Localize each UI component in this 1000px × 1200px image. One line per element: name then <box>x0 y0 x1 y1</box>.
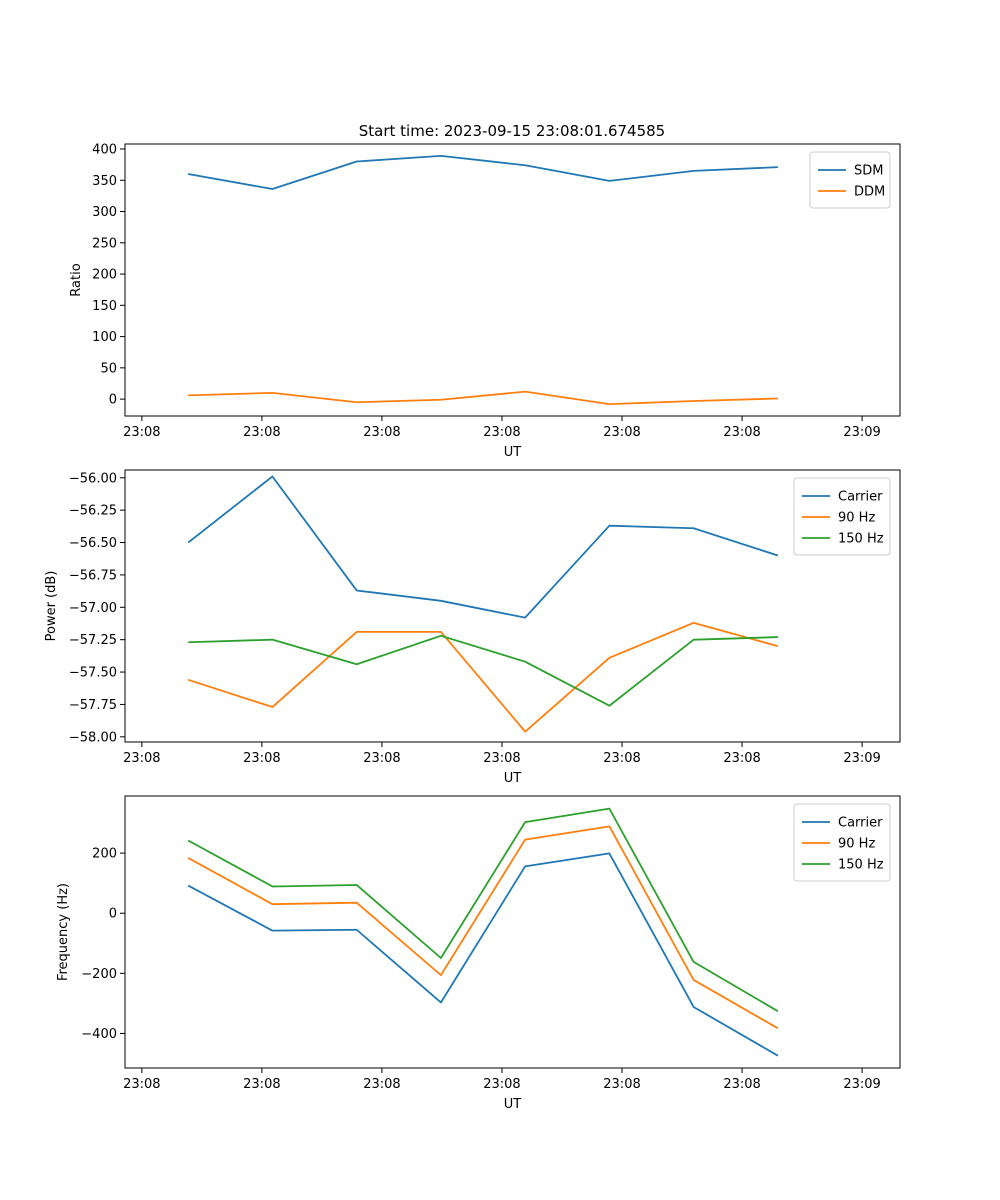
x-tick-label: 23:08 <box>483 425 520 440</box>
x-tick-label: 23:09 <box>843 751 880 766</box>
y-axis-label: Power (dB) <box>44 571 59 642</box>
legend-label: Carrier <box>838 490 883 505</box>
frequency-panel: 23:08 23:08 23:08 23:08 23:08 23:08 23:09 −400 −… <box>56 795 901 1112</box>
x-tick-label: 23:08 <box>723 1077 760 1092</box>
x-axis-label: UT <box>504 1097 522 1112</box>
legend-label: 90 Hz <box>838 837 875 852</box>
y-tick-label: −56.25 <box>69 504 117 519</box>
series-line-ddm <box>188 390 778 406</box>
x-tick-label: 23:08 <box>243 751 280 766</box>
x-tick-label: 23:08 <box>603 425 640 440</box>
ratio-panel: 23:08 23:08 23:08 23:08 23:08 23:08 23:09 0 50 10… <box>69 143 901 460</box>
y-tick-label: −57.75 <box>69 698 117 713</box>
legend-label: 150 Hz <box>838 532 884 547</box>
x-tick-label: 23:08 <box>363 1077 400 1092</box>
series-line-90-hz <box>187 621 779 733</box>
y-tick-label: −56.00 <box>69 471 117 486</box>
legend-label: 90 Hz <box>838 511 875 526</box>
legend-box <box>793 803 891 882</box>
y-tick-label: −400 <box>81 1027 117 1042</box>
y-tick-label: −57.00 <box>69 601 117 616</box>
x-tick-label: 23:08 <box>123 751 160 766</box>
y-tick-label: 150 <box>92 299 117 314</box>
y-tick-label: −57.25 <box>69 633 117 648</box>
series-line-150-hz <box>187 807 779 1012</box>
legend-label: Carrier <box>838 816 883 831</box>
x-tick-label: 23:08 <box>603 1077 640 1092</box>
y-tick-label: −57.50 <box>69 666 117 681</box>
y-tick-label: −200 <box>81 967 117 982</box>
y-axis-label: Ratio <box>69 263 84 296</box>
axes-frame <box>124 469 901 743</box>
y-tick-label: 50 <box>100 361 117 376</box>
y-tick-label: 0 <box>109 393 117 408</box>
y-tick-label: −58.00 <box>69 730 117 745</box>
y-tick-label: 300 <box>92 205 117 220</box>
x-axis-label: UT <box>504 771 522 786</box>
y-tick-label: 250 <box>92 236 117 251</box>
y-tick-label: 0 <box>109 907 117 922</box>
legend-label: SDM <box>854 164 883 179</box>
x-tick-label: 23:08 <box>723 751 760 766</box>
x-axis-label: UT <box>504 445 522 460</box>
x-tick-label: 23:08 <box>363 425 400 440</box>
legend-label: DDM <box>854 185 885 200</box>
power-panel: 23:08 23:08 23:08 23:08 23:08 23:08 23:09 −58.0… <box>44 469 901 786</box>
x-tick-label: 23:08 <box>483 751 520 766</box>
y-axis-label: Frequency (Hz) <box>56 883 71 981</box>
series-line-carrier <box>187 475 779 619</box>
figure-title: Start time: 2023-09-15 23:08:01.674585 <box>359 122 665 140</box>
series-line-150-hz <box>188 634 778 707</box>
x-tick-label: 23:08 <box>243 425 280 440</box>
y-tick-label: 100 <box>92 330 117 345</box>
y-tick-label: 200 <box>92 268 117 283</box>
x-tick-label: 23:08 <box>243 1077 280 1092</box>
y-tick-label: −56.50 <box>69 536 117 551</box>
legend-box <box>793 477 891 556</box>
x-tick-label: 23:08 <box>723 425 760 440</box>
axes-frame <box>124 795 901 1069</box>
x-tick-label: 23:08 <box>123 425 160 440</box>
x-tick-label: 23:09 <box>843 425 880 440</box>
y-tick-label: 200 <box>92 847 117 862</box>
x-tick-label: 23:08 <box>483 1077 520 1092</box>
series-line-sdm <box>188 154 778 190</box>
series-line-90-hz <box>187 825 779 1030</box>
x-tick-label: 23:09 <box>843 1077 880 1092</box>
y-tick-label: 350 <box>92 174 117 189</box>
x-tick-label: 23:08 <box>363 751 400 766</box>
x-tick-label: 23:08 <box>123 1077 160 1092</box>
legend-label: 150 Hz <box>838 858 884 873</box>
legend-box <box>809 151 891 209</box>
y-tick-label: 400 <box>92 143 117 158</box>
axes-frame <box>124 143 901 417</box>
series-line-carrier <box>187 852 779 1057</box>
x-tick-label: 23:08 <box>603 751 640 766</box>
y-tick-label: −56.75 <box>69 568 117 583</box>
